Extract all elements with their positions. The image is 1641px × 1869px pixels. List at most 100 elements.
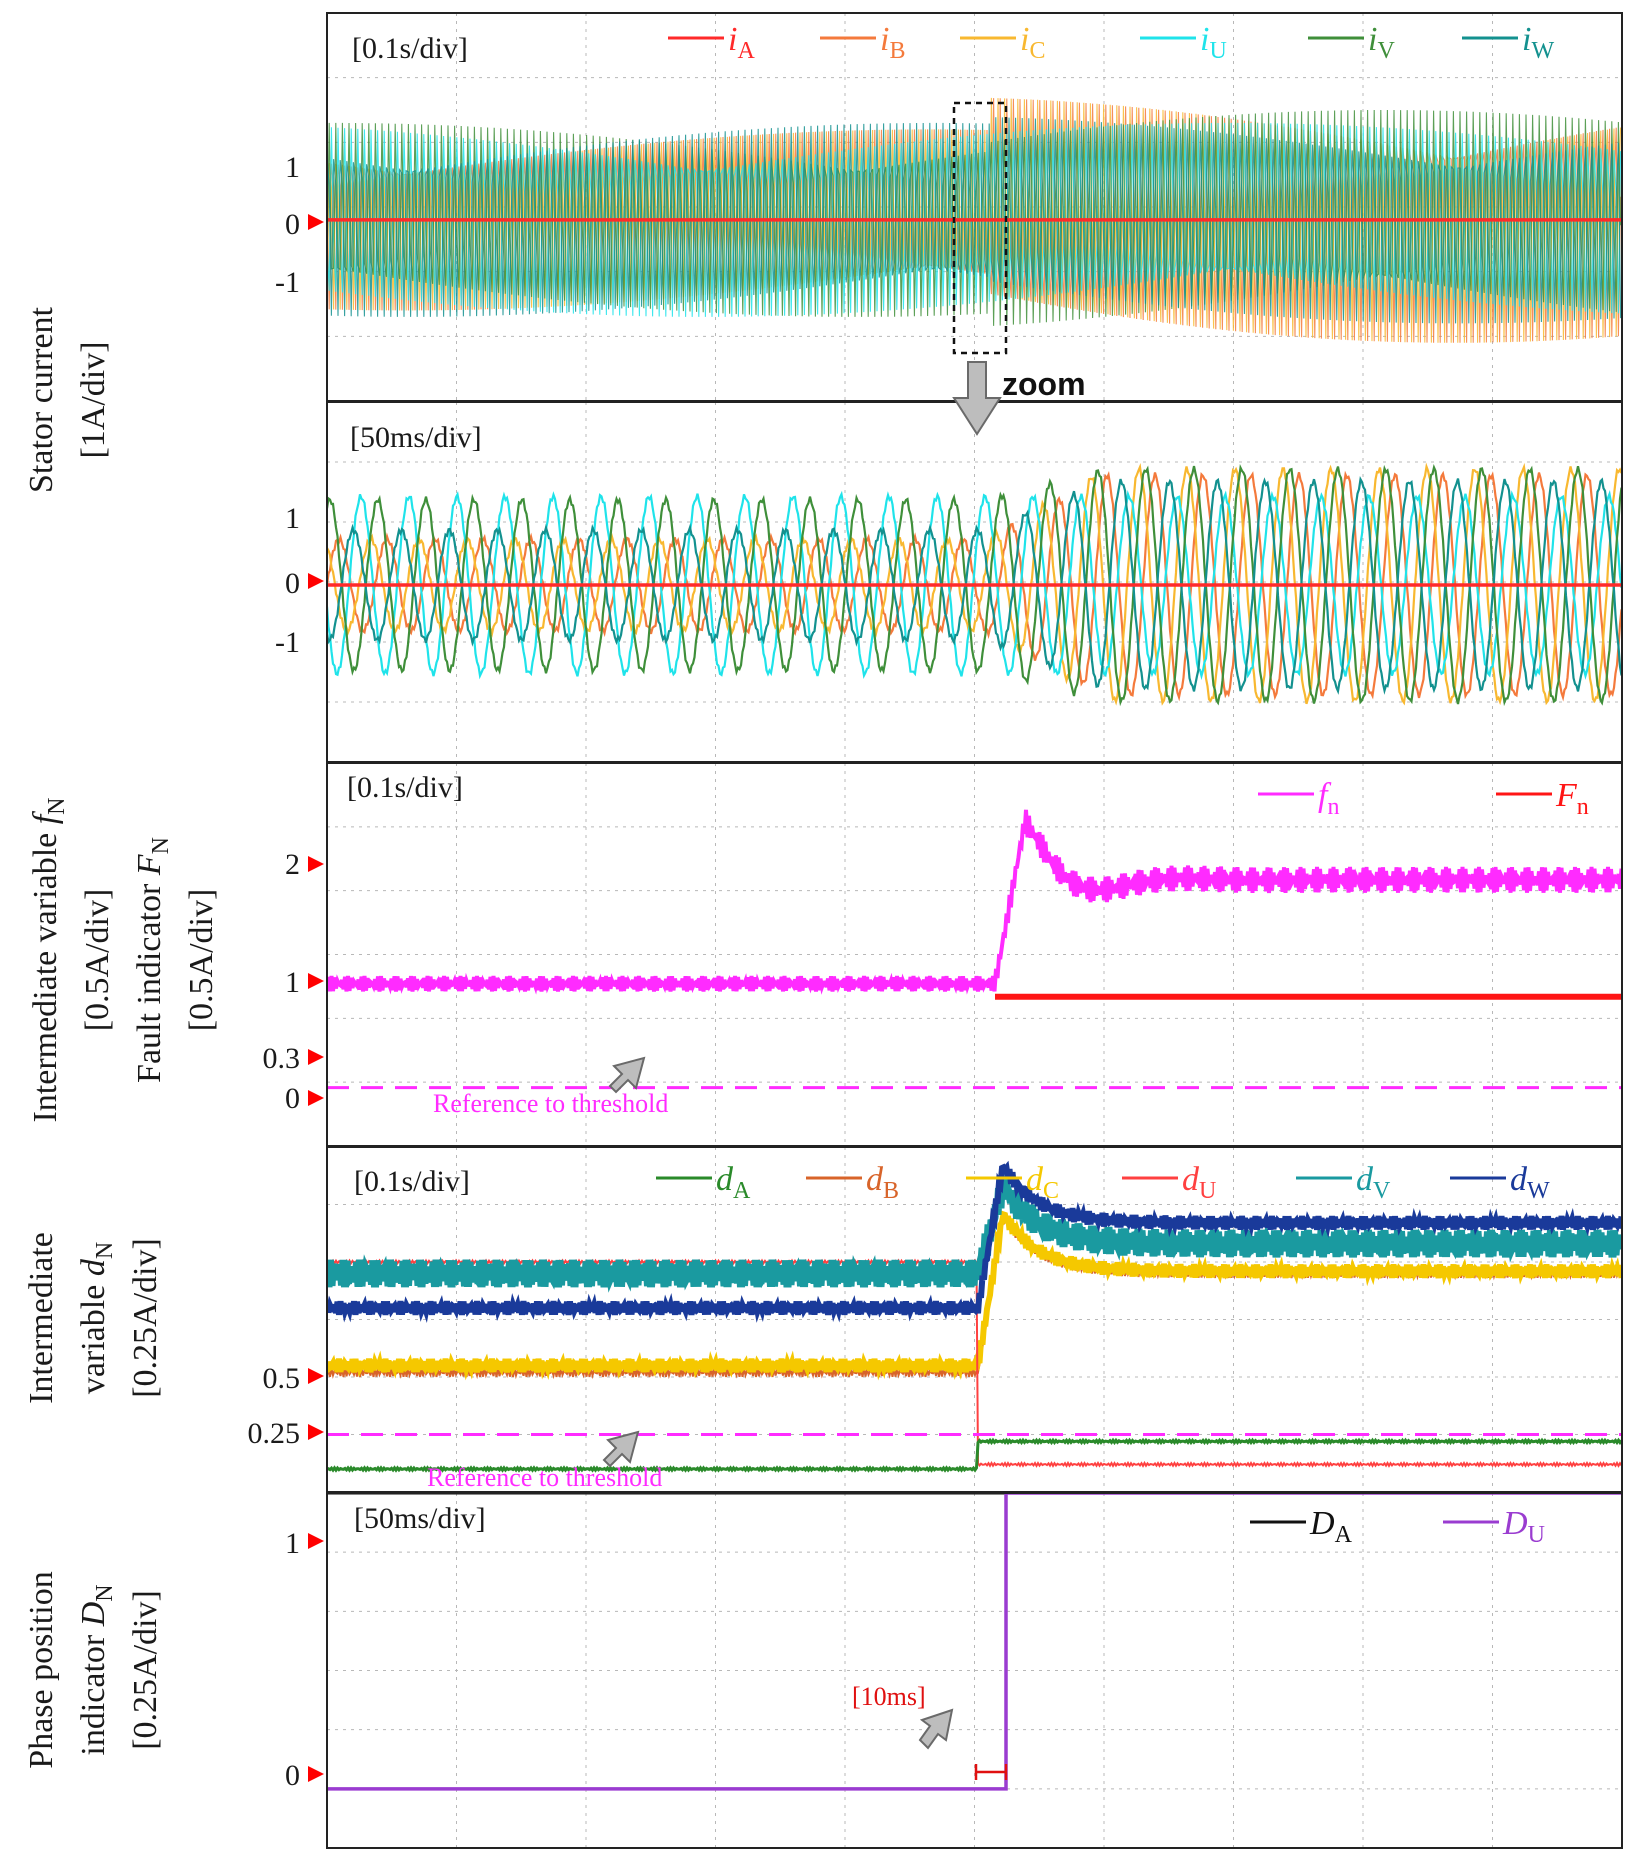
legend-symbol: i (1200, 21, 1209, 58)
panel1-scale: [0.1s/div] (352, 32, 468, 65)
legend-subscript: V (1377, 38, 1395, 64)
legend-symbol: d (866, 1161, 884, 1198)
legend-subscript: A (1335, 1522, 1353, 1548)
ylabel-sub: N (92, 1584, 118, 1601)
ylabel-text: variable (75, 1276, 112, 1394)
panel4-traces (327, 1160, 1622, 1473)
legend-symbol: i (1522, 21, 1531, 58)
tick-label: 0 (285, 1759, 300, 1792)
legend-label: iA (728, 21, 755, 64)
panel3-ylabel: Intermediate variable fN [0.5A/div] Faul… (27, 797, 220, 1122)
legend-label: dA (716, 1161, 751, 1204)
trace-iV (327, 109, 1622, 326)
ylabel-line: [0.25A/div] (127, 1238, 164, 1398)
ylabel-sub: N (148, 837, 174, 854)
legend-symbol: d (1356, 1161, 1374, 1198)
tick-label: 0.25 (248, 1417, 301, 1450)
trace-fn (327, 809, 1622, 995)
ylabel-text: Intermediate variable (27, 824, 64, 1122)
threshold-annotation-panel4: Reference to threshold (427, 1463, 662, 1492)
panel5-ticks: 1 0 (285, 1527, 300, 1792)
trace-dA (327, 1437, 1622, 1473)
trace-iV (327, 464, 1622, 707)
trace-dW (327, 1160, 1622, 1324)
tick-label: 0 (285, 1082, 300, 1115)
legend-subscript: U (1199, 1178, 1216, 1204)
legend-subscript: B (889, 38, 905, 64)
legend-symbol: D (1502, 1505, 1528, 1542)
legend-label: iW (1522, 21, 1554, 64)
legend-symbol: i (1020, 21, 1029, 58)
panel4-grid (327, 1147, 1622, 1492)
ylabel-line: Intermediate variable fN (27, 797, 70, 1122)
legend-symbol: i (1368, 21, 1377, 58)
ylabel-line: [0.5A/div] (183, 889, 220, 1032)
ylabel-line: Phase position (23, 1571, 60, 1768)
zoom-label: zoom (1002, 366, 1086, 402)
legend-label: dW (1510, 1161, 1550, 1204)
panel4-scale: [0.1s/div] (354, 1165, 470, 1198)
tick-label: 2 (285, 848, 300, 881)
trace-dC (327, 1210, 1622, 1381)
zoom-box (952, 101, 1008, 355)
tick-label: 1 (285, 151, 300, 184)
zoom-arrow-icon (952, 361, 1002, 436)
legend-label: Fn (1555, 777, 1589, 820)
ylabel-line: variable dN (75, 1242, 118, 1394)
stator-current-ylabel: Stator current [1A/div] (23, 306, 112, 493)
level-marker-icon (308, 1049, 324, 1065)
ylabel-text: indicator (75, 1626, 112, 1755)
ylabel-line: [0.25A/div] (127, 1590, 164, 1750)
pointer-arrow-icon (602, 1430, 640, 1468)
tick-label: -1 (275, 626, 300, 659)
level-markers (308, 214, 324, 1782)
legend-symbol: i (880, 21, 889, 58)
legend-label: dU (1182, 1161, 1216, 1204)
panel2-ticks: 1 0 -1 (275, 502, 300, 659)
panel3-legend: fn Fn (1258, 777, 1589, 820)
panel5-traces (327, 1493, 1622, 1791)
ylabel-line: [1A/div] (75, 341, 112, 458)
panel5-legend: DA DU (1250, 1505, 1545, 1548)
level-marker-icon (308, 1090, 324, 1106)
panel4-ticks: 0.5 0.25 (248, 1362, 301, 1450)
pointer-arrow-icon (918, 1708, 954, 1750)
legend-symbol: F (1555, 777, 1578, 814)
trace-iW (327, 476, 1622, 695)
tick-label: 0.5 (263, 1362, 301, 1395)
legend-symbol: i (728, 21, 737, 58)
legend-subscript: A (733, 1178, 751, 1204)
ylabel-line: Fault indicator FN (131, 837, 174, 1083)
legend-subscript: U (1528, 1522, 1545, 1548)
panel2-scale: [50ms/div] (350, 421, 482, 454)
tick-label: -1 (275, 266, 300, 299)
panel1-traces (327, 97, 1622, 343)
ylabel-line: indicator DN (75, 1584, 118, 1755)
legend-label: iC (1020, 21, 1045, 64)
legend-label: dV (1356, 1161, 1391, 1204)
legend-subscript: C (1029, 38, 1045, 64)
ylabel-sub: N (92, 1242, 118, 1259)
tick-label: 0.3 (263, 1042, 301, 1075)
ylabel-symbol: D (75, 1601, 112, 1627)
level-marker-icon (308, 973, 324, 989)
ylabel-line: Intermediate (23, 1232, 60, 1404)
ylabel-line: [0.5A/div] (79, 889, 116, 1032)
legend-subscript: n (1577, 794, 1589, 820)
legend-subscript: C (1043, 1178, 1059, 1204)
panel3-scale: [0.1s/div] (347, 771, 463, 804)
trace-iU (327, 122, 1622, 317)
legend-symbol: D (1309, 1505, 1335, 1542)
pointer-arrow-icon (608, 1056, 646, 1094)
legend-subscript: W (1527, 1178, 1550, 1204)
legend-symbol: d (1026, 1161, 1044, 1198)
panel3-ticks: 2 1 0.3 0 (263, 848, 301, 1115)
level-marker-icon (308, 214, 324, 230)
delay-annotation: [10ms] (852, 1682, 926, 1711)
panel2-traces (327, 462, 1622, 707)
legend-label: iV (1368, 21, 1395, 64)
tick-label: 1 (285, 966, 300, 999)
legend-label: dB (866, 1161, 899, 1204)
panel4-legend: dA dB dC dU dV dW (656, 1161, 1550, 1204)
ylabel-text: Fault indicator (131, 875, 168, 1083)
